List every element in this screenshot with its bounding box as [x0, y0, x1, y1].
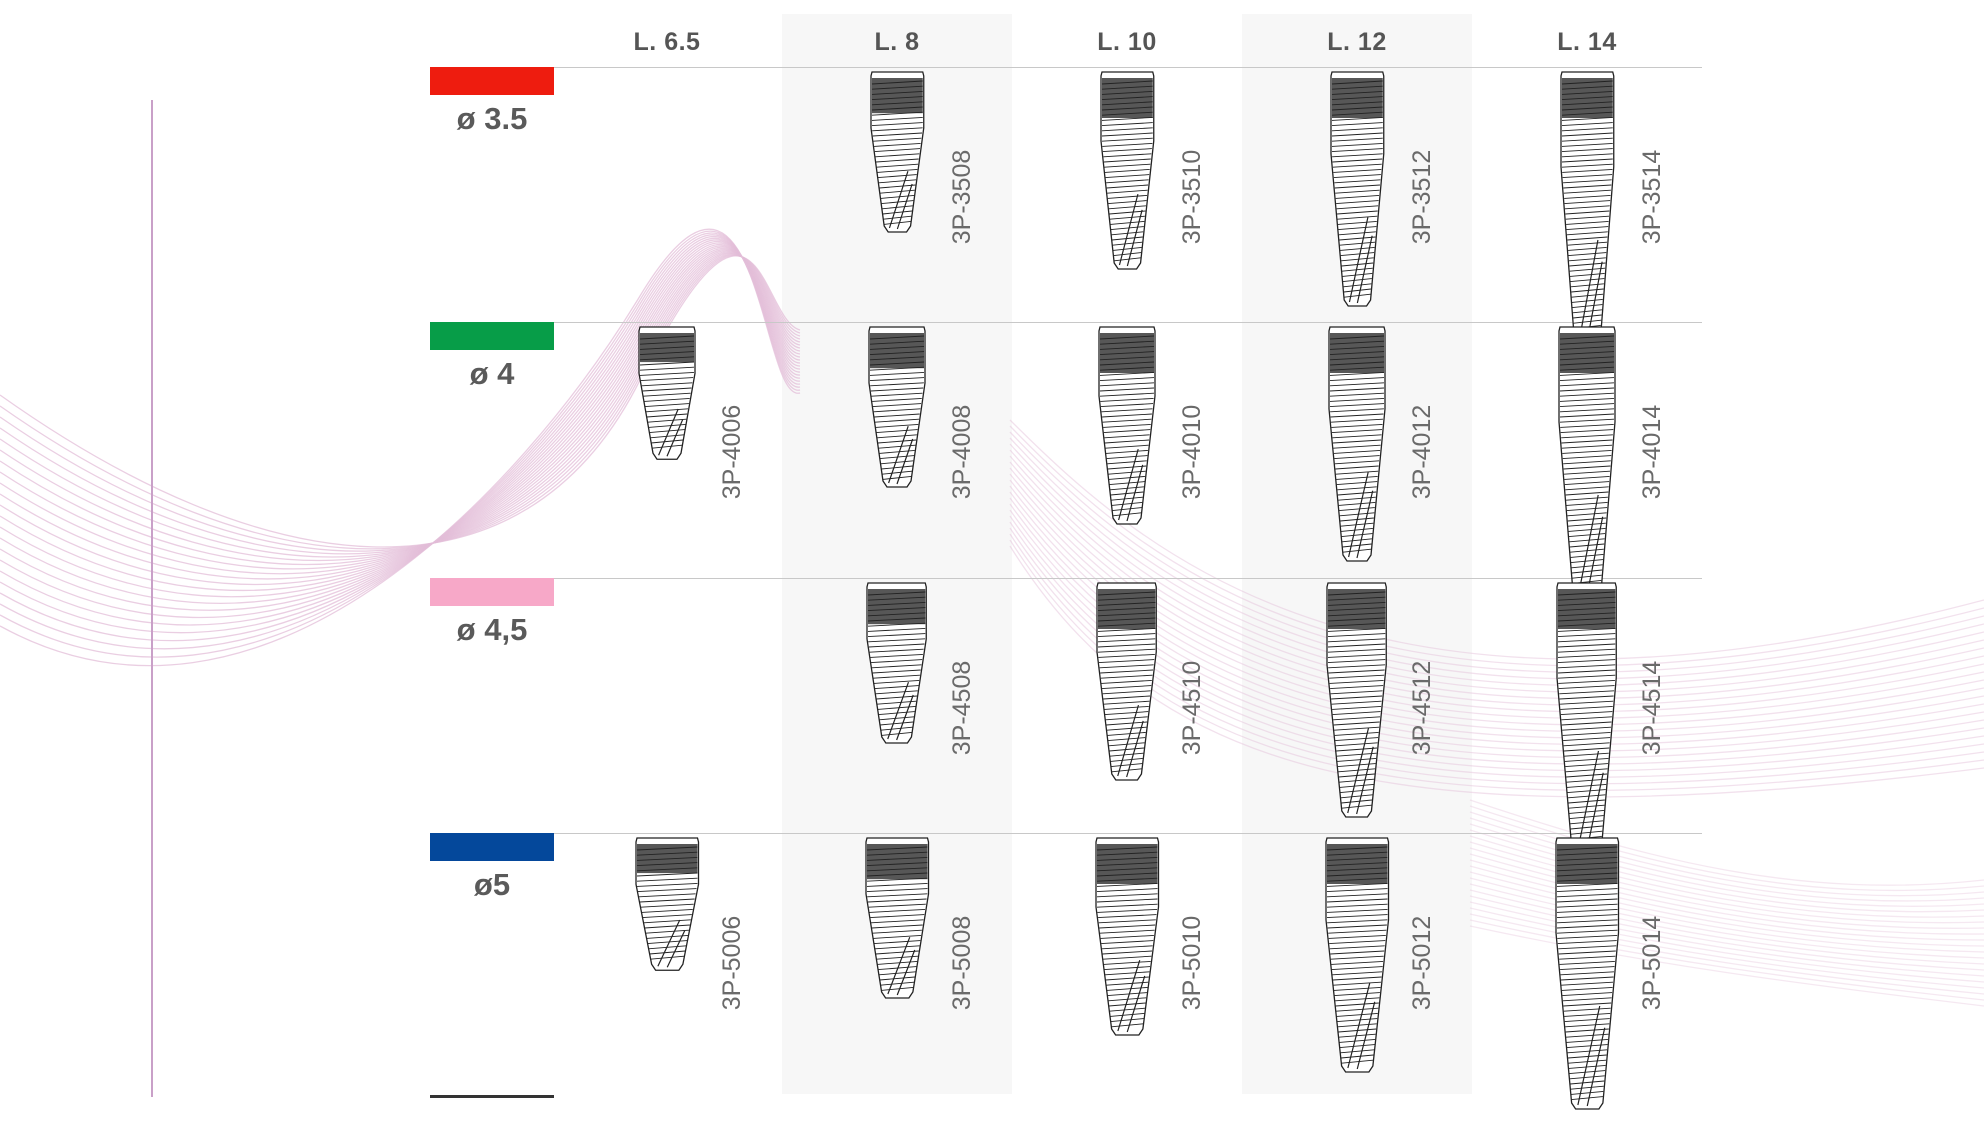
wave-line	[1469, 805, 1984, 892]
diameter-label: ø5	[473, 867, 511, 902]
product-code: 3P-4508	[948, 660, 976, 756]
diameter-color-swatch	[430, 67, 554, 95]
wave-line	[1469, 895, 1984, 977]
product-code: 3P-5006	[718, 915, 746, 1011]
column-header: L. 14	[1557, 28, 1617, 56]
wave-line	[1469, 799, 1984, 886]
implant-drawing	[1328, 326, 1386, 562]
implant-drawing	[1098, 326, 1156, 525]
product-code: 3P-3514	[1638, 149, 1666, 245]
implant-drawing	[1099, 71, 1155, 270]
wave-line	[1469, 901, 1984, 983]
wave-line	[1469, 925, 1984, 1007]
product-code: 3P-4510	[1178, 660, 1206, 756]
wave-line	[1469, 847, 1984, 929]
diameter-label: ø 4,5	[456, 612, 528, 647]
product-code: 3P-5012	[1408, 915, 1436, 1011]
wave-line	[1469, 823, 1984, 907]
implant-drawing	[869, 71, 925, 233]
product-code: 3P-4008	[948, 404, 976, 500]
implant-drawing	[1558, 326, 1616, 599]
diameter-label: ø 4	[469, 356, 515, 391]
wave-line	[1469, 835, 1984, 918]
implant-drawing	[866, 582, 928, 744]
wave-line	[1469, 919, 1984, 1001]
column-header: L. 6.5	[633, 28, 701, 56]
product-code: 3P-4514	[1638, 660, 1666, 756]
wave-line	[1469, 871, 1984, 953]
implant-drawing	[1095, 837, 1159, 1036]
left-accent-line	[151, 100, 153, 1097]
wave-line	[1469, 877, 1984, 959]
wave-line	[1469, 907, 1984, 989]
implant-drawing	[635, 837, 699, 971]
column-header: L. 10	[1097, 28, 1157, 56]
product-code: 3P-4010	[1178, 404, 1206, 500]
implant-drawing	[865, 837, 929, 999]
implant-drawing	[1329, 71, 1385, 307]
wave-line	[1469, 889, 1984, 971]
wave-line	[1469, 865, 1984, 947]
row-divider	[430, 578, 1702, 579]
column-header: L. 8	[874, 28, 920, 56]
implant-drawing	[1555, 837, 1619, 1110]
column-header: L. 12	[1327, 28, 1387, 56]
diameter-color-swatch	[430, 578, 554, 606]
wave-line	[1469, 859, 1984, 941]
implant-drawing	[638, 326, 696, 460]
wave-line	[1469, 829, 1984, 913]
product-code: 3P-4006	[718, 404, 746, 500]
bottom-rule	[430, 1095, 554, 1098]
row-divider	[430, 833, 1702, 834]
product-code: 3P-5008	[948, 915, 976, 1011]
implant-drawing	[1325, 837, 1389, 1073]
wave-line	[1469, 883, 1984, 965]
wave-line	[1469, 811, 1984, 897]
diameter-color-swatch	[430, 833, 554, 861]
product-code: 3P-5010	[1178, 915, 1206, 1011]
wave-line	[1469, 841, 1984, 924]
product-code: 3P-3512	[1408, 149, 1436, 245]
row-divider	[430, 322, 1702, 323]
product-code: 3P-5014	[1638, 915, 1666, 1011]
implant-drawing	[1096, 582, 1158, 781]
diameter-color-swatch	[430, 322, 554, 350]
wave-line	[1469, 817, 1984, 902]
product-code: 3P-4512	[1408, 660, 1436, 756]
implant-drawing	[868, 326, 926, 488]
implant-drawing	[1559, 71, 1615, 344]
product-code: 3P-3510	[1178, 149, 1206, 245]
product-code: 3P-3508	[948, 149, 976, 245]
wave-line	[1469, 913, 1984, 995]
product-code: 3P-4012	[1408, 404, 1436, 500]
implant-drawing	[1326, 582, 1388, 818]
implant-drawing	[1556, 582, 1618, 855]
diameter-label: ø 3.5	[456, 101, 528, 136]
row-divider	[430, 67, 1702, 68]
wave-line	[1469, 853, 1984, 935]
product-code: 3P-4014	[1638, 404, 1666, 500]
